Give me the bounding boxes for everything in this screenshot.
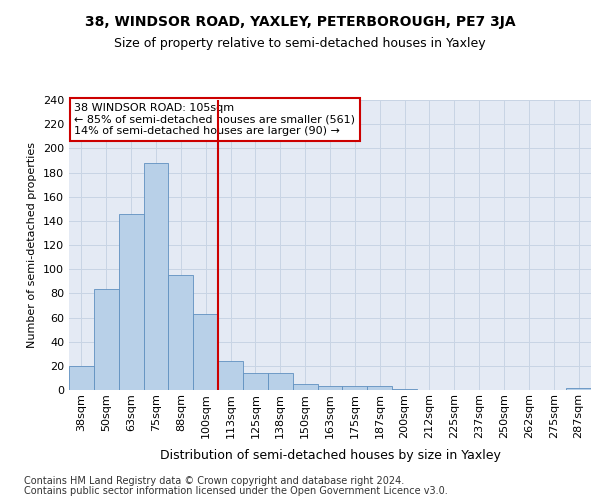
Bar [367, 386, 392, 390]
Bar [169, 275, 193, 390]
Bar [268, 373, 293, 390]
Bar [69, 366, 94, 390]
Text: Size of property relative to semi-detached houses in Yaxley: Size of property relative to semi-detach… [114, 38, 486, 51]
Bar [143, 163, 169, 390]
Text: 38, WINDSOR ROAD, YAXLEY, PETERBOROUGH, PE7 3JA: 38, WINDSOR ROAD, YAXLEY, PETERBOROUGH, … [85, 15, 515, 29]
Bar [243, 373, 268, 390]
Bar [193, 314, 218, 390]
Bar [566, 388, 591, 390]
Bar [218, 361, 243, 390]
Text: 38 WINDSOR ROAD: 105sqm
← 85% of semi-detached houses are smaller (561)
14% of s: 38 WINDSOR ROAD: 105sqm ← 85% of semi-de… [74, 103, 355, 136]
X-axis label: Distribution of semi-detached houses by size in Yaxley: Distribution of semi-detached houses by … [160, 449, 500, 462]
Text: Contains public sector information licensed under the Open Government Licence v3: Contains public sector information licen… [24, 486, 448, 496]
Bar [317, 386, 343, 390]
Bar [94, 288, 119, 390]
Text: Contains HM Land Registry data © Crown copyright and database right 2024.: Contains HM Land Registry data © Crown c… [24, 476, 404, 486]
Bar [343, 386, 367, 390]
Bar [392, 389, 417, 390]
Y-axis label: Number of semi-detached properties: Number of semi-detached properties [28, 142, 37, 348]
Bar [293, 384, 317, 390]
Bar [119, 214, 143, 390]
